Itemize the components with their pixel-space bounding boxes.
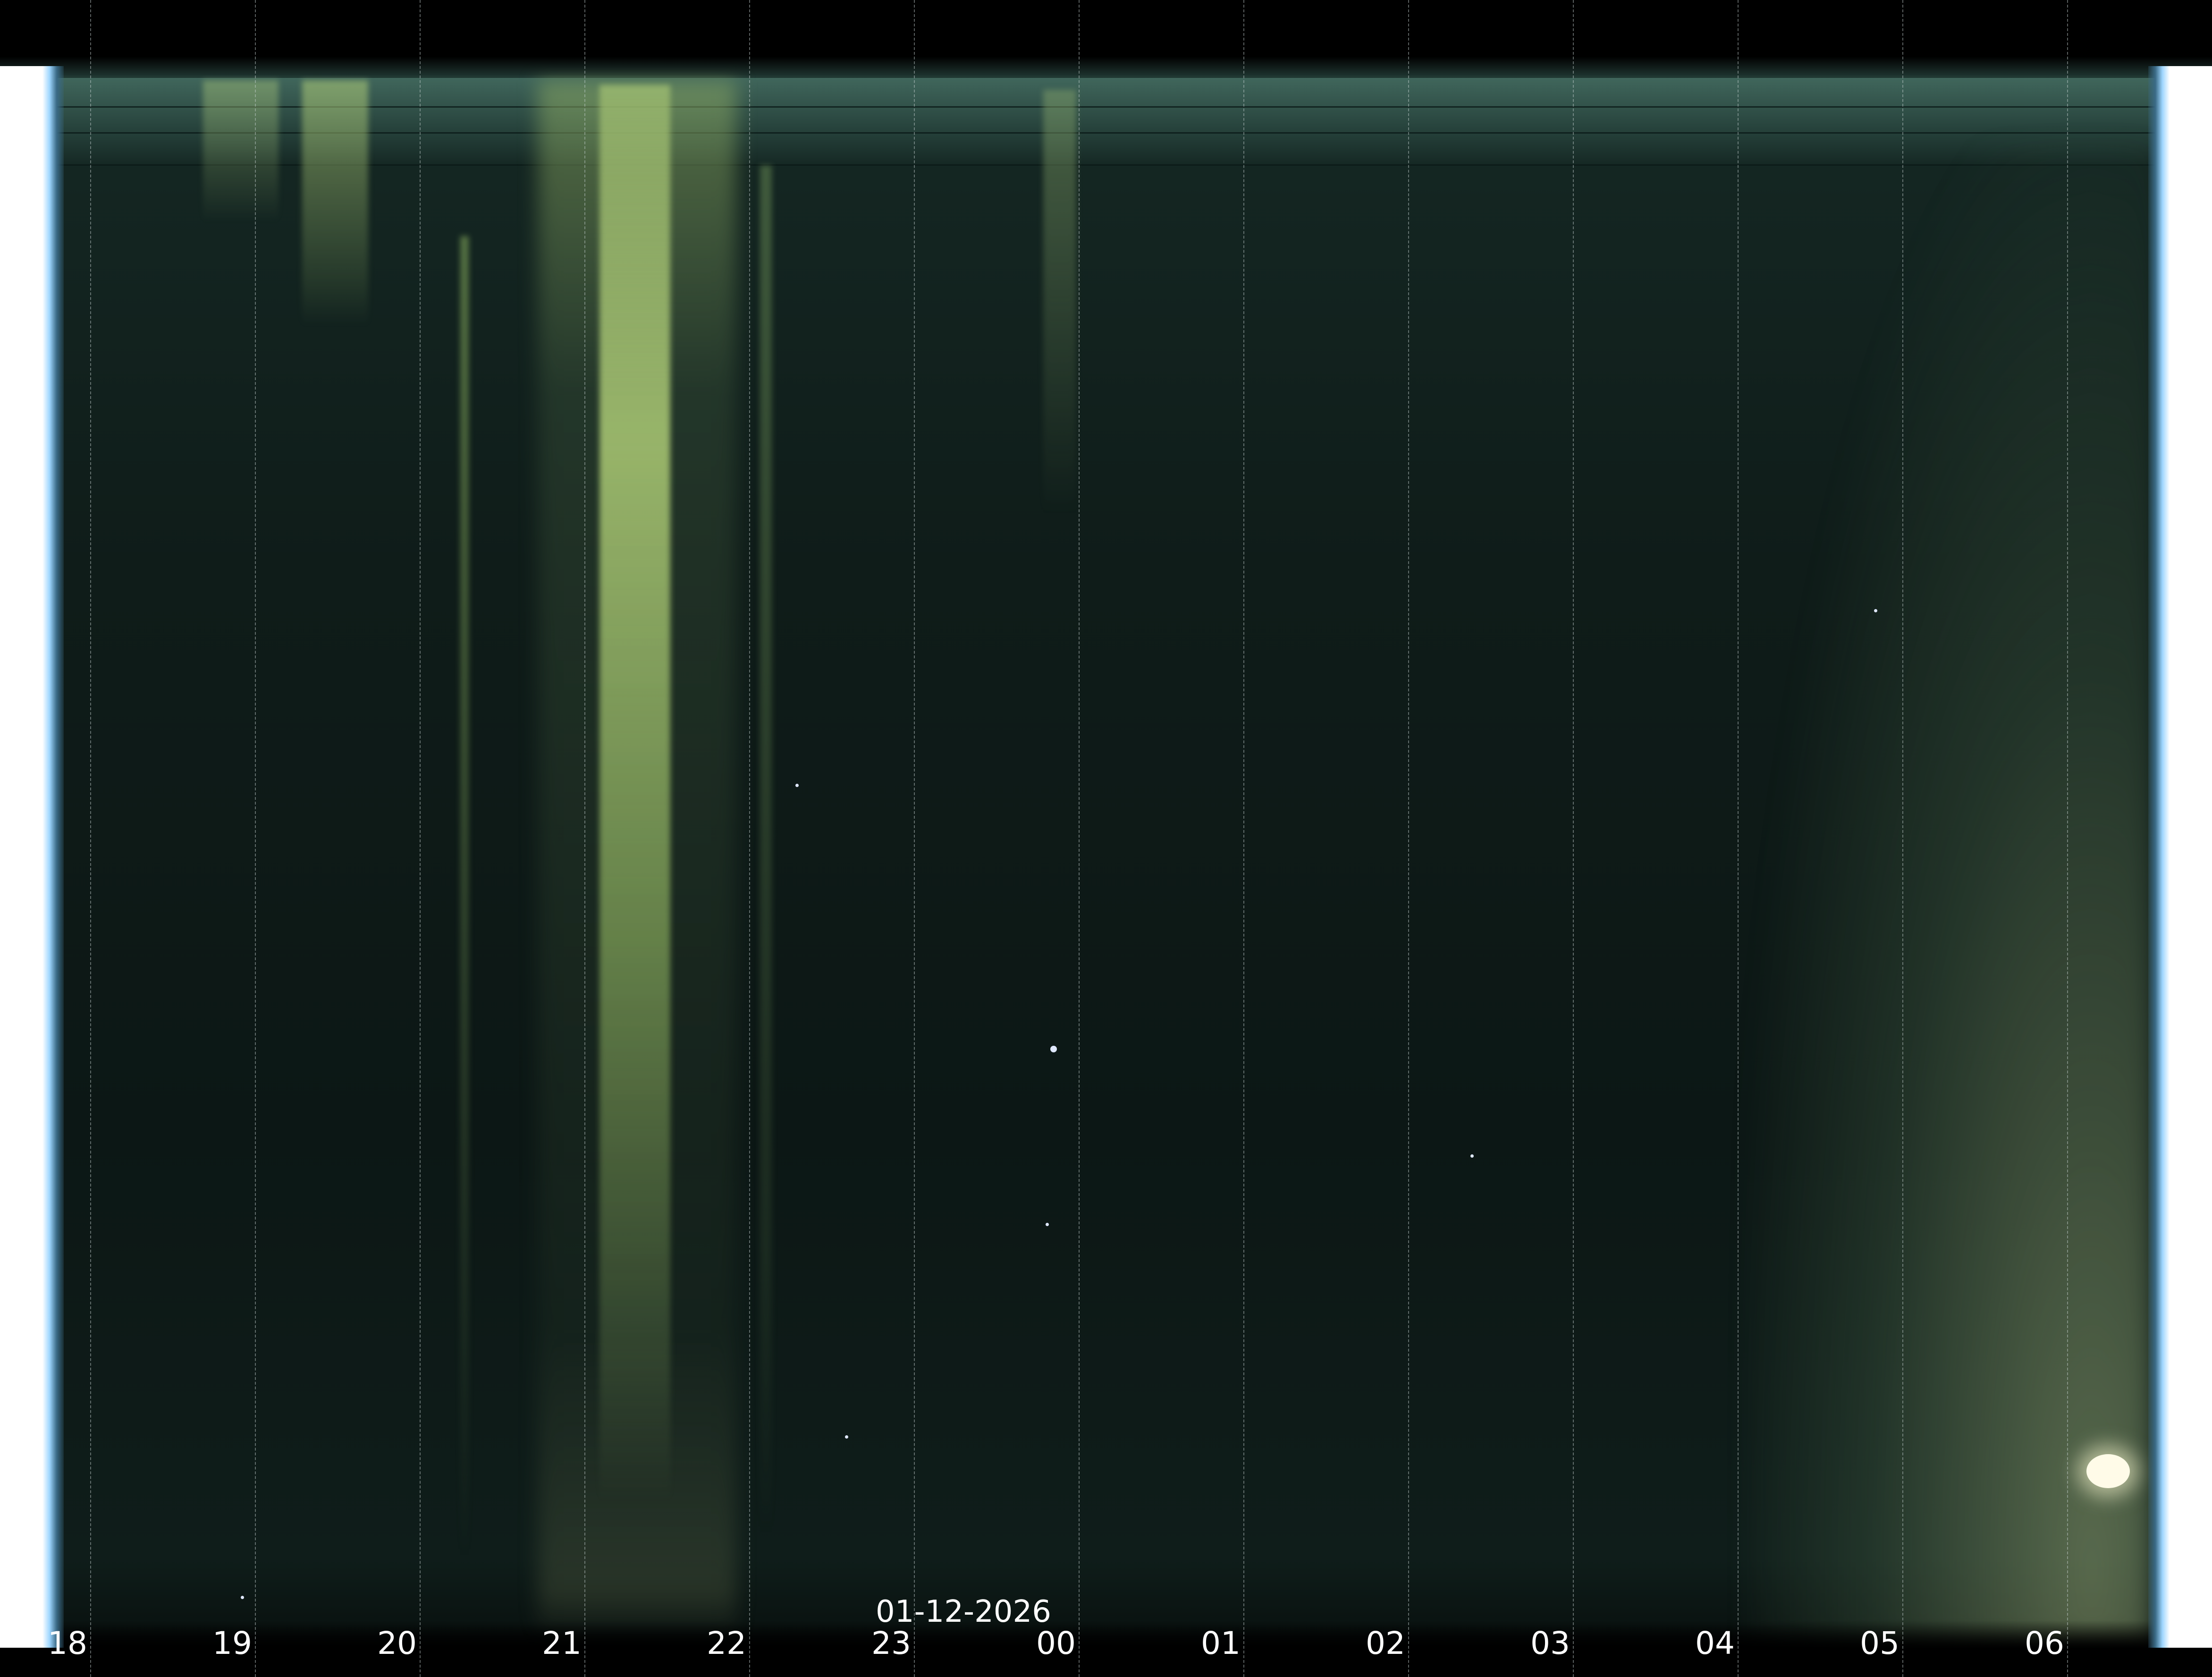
star (241, 1596, 244, 1599)
star (1046, 1223, 1049, 1226)
tick-label-06: 06 (2025, 1625, 2064, 1661)
top-black-band (0, 0, 2212, 76)
tick-label-20: 20 (377, 1625, 417, 1661)
artifact-line (47, 132, 2165, 134)
gridline-02 (1408, 0, 1409, 1677)
gridline-20 (420, 0, 421, 1677)
gridline-06 (2067, 0, 2068, 1677)
moon (2086, 1454, 2130, 1488)
right-edge-glow (2148, 66, 2212, 1648)
aurora-band-midnight (1043, 90, 1076, 515)
tick-label-02: 02 (1366, 1625, 1405, 1661)
gridline-04 (1738, 0, 1739, 1677)
left-edge-glow (0, 66, 64, 1648)
tick-label-19: 19 (212, 1625, 252, 1661)
star (1874, 609, 1877, 612)
tick-label-21: 21 (542, 1625, 582, 1661)
aurora-band-early (302, 80, 368, 326)
date-label: 01-12-2026 (876, 1594, 1051, 1629)
aurora-band-main-halo (538, 80, 736, 1638)
star (795, 784, 799, 787)
tick-label-00: 00 (1036, 1625, 1076, 1661)
artifact-line (47, 106, 2165, 108)
star (845, 1435, 848, 1439)
gridline-18 (90, 0, 91, 1677)
tick-label-18: 18 (48, 1625, 87, 1661)
bottom-black-band (0, 1620, 2212, 1677)
aurora-band-early-2 (203, 80, 279, 222)
gridline-00 (1079, 0, 1080, 1677)
tick-label-05: 05 (1860, 1625, 1900, 1661)
artifact-line (47, 164, 2165, 166)
aurora-band-thin-2 (760, 165, 772, 1534)
tick-label-22: 22 (707, 1625, 746, 1661)
gridline-22 (749, 0, 750, 1677)
dawn-glow (1747, 142, 2153, 1643)
gridline-21 (584, 0, 585, 1677)
tick-label-23: 23 (871, 1625, 911, 1661)
gridline-23 (914, 0, 915, 1677)
tick-label-03: 03 (1530, 1625, 1570, 1661)
aurora-band-thin (460, 236, 469, 1558)
tick-label-01: 01 (1201, 1625, 1241, 1661)
gridline-05 (1902, 0, 1903, 1677)
star (1470, 1154, 1474, 1158)
gridline-01 (1243, 0, 1244, 1677)
star (1050, 1046, 1057, 1052)
tick-label-04: 04 (1695, 1625, 1735, 1661)
gridline-03 (1573, 0, 1574, 1677)
gridline-19 (255, 0, 256, 1677)
